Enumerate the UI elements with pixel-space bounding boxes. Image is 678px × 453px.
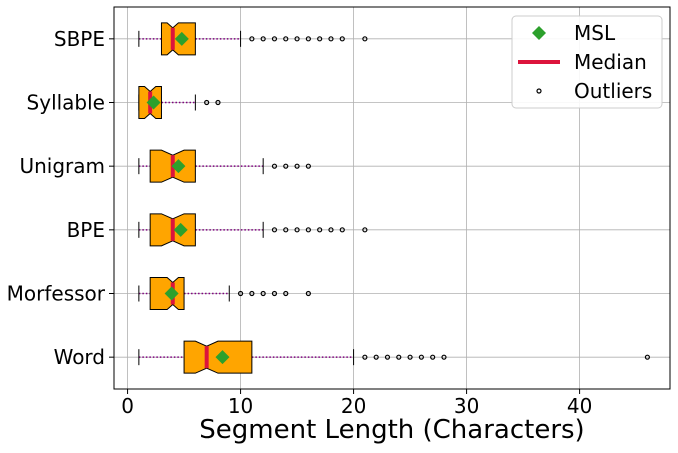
outlier-point <box>407 354 413 360</box>
x-axis-label: Segment Length (Characters) <box>199 415 584 445</box>
x-tick-label: 40 <box>567 394 592 418</box>
outlier-point <box>271 290 278 297</box>
legend-label: Median <box>574 50 647 74</box>
outlier-point <box>305 163 311 169</box>
outlier-point <box>271 227 278 233</box>
outlier-point <box>362 354 368 360</box>
x-tick-label: 0 <box>121 394 134 418</box>
outlier-point <box>283 290 289 297</box>
outlier-point <box>339 227 345 233</box>
outlier-point <box>373 354 379 360</box>
x-tick-label: 20 <box>341 394 366 418</box>
legend: MSL Median Outliers <box>511 15 663 109</box>
x-tick-label: 30 <box>454 394 479 418</box>
outlier-point <box>339 36 345 42</box>
outlier-point <box>260 290 266 297</box>
outlier-point <box>430 354 436 360</box>
outlier-point <box>283 36 289 42</box>
y-tick-label: BPE <box>67 218 105 242</box>
box-syllable <box>138 86 221 119</box>
box-unigram <box>138 149 311 183</box>
outlier-point <box>362 36 368 42</box>
outlier-point <box>328 227 334 233</box>
box-layer <box>138 22 650 374</box>
legend-label: Outliers <box>574 79 652 103</box>
outlier-point <box>294 227 300 233</box>
outlier-point <box>260 36 266 42</box>
box-sbpe <box>138 22 368 56</box>
y-tick-label: Syllable <box>27 91 105 115</box>
y-tick-label: Morfessor <box>7 282 106 306</box>
outlier-point <box>362 227 368 233</box>
msl-marker <box>173 222 188 237</box>
outlier-point <box>317 36 323 42</box>
axis-layer: 0 10 20 30 40 SBPE Syllable Unigram BPE Morfessor… <box>7 27 593 418</box>
outlier-point <box>215 99 221 106</box>
outlier-point <box>271 36 278 42</box>
plot-frame <box>113 6 671 390</box>
outlier-point <box>305 36 311 42</box>
y-tick-label: Word <box>54 345 105 369</box>
msl-marker <box>146 95 161 110</box>
outlier-point <box>441 354 447 360</box>
outlier-point <box>384 354 391 360</box>
legend-outliers-icon <box>536 88 542 94</box>
box-bpe <box>138 213 368 247</box>
outlier-point <box>294 36 300 42</box>
outlier-point <box>328 36 334 42</box>
box-morfessor <box>138 277 311 310</box>
msl-marker <box>164 286 179 301</box>
msl-marker <box>215 350 230 365</box>
outlier-point <box>283 163 289 169</box>
outlier-point <box>644 354 650 360</box>
legend-frame <box>511 15 663 109</box>
outlier-point <box>294 163 300 169</box>
legend-label: MSL <box>574 21 616 45</box>
outlier-point <box>305 227 311 233</box>
outlier-point <box>249 290 255 297</box>
outlier-point <box>418 354 424 360</box>
outlier-point <box>305 290 311 297</box>
x-tick-label: 10 <box>228 394 253 418</box>
msl-marker <box>171 159 186 174</box>
outlier-point <box>317 227 323 233</box>
outlier-point <box>271 163 278 169</box>
y-tick-label: Unigram <box>19 154 105 178</box>
outlier-point <box>249 36 255 42</box>
outlier-point <box>237 290 244 297</box>
outlier-point <box>396 354 402 360</box>
outlier-point <box>204 99 210 106</box>
y-tick-label: SBPE <box>54 27 105 51</box>
box-word <box>138 340 650 374</box>
msl-marker <box>174 31 189 46</box>
outlier-point <box>283 227 289 233</box>
legend-msl-icon <box>532 26 546 40</box>
